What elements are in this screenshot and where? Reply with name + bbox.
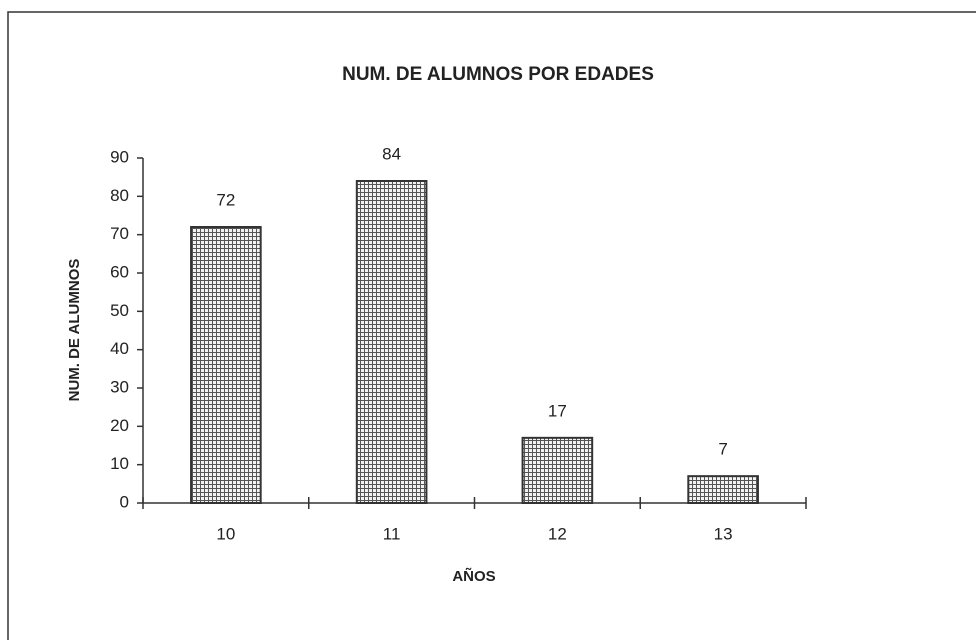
bar <box>687 475 759 504</box>
y-tick-label: 40 <box>110 339 129 358</box>
bar <box>190 226 262 504</box>
data-label: 7 <box>718 440 727 459</box>
x-axis-label: AÑOS <box>452 567 495 585</box>
x-tick-label: 11 <box>383 524 401 543</box>
data-label: 84 <box>382 144 401 163</box>
x-tick-label: 10 <box>216 524 235 543</box>
y-tick-label: 90 <box>110 147 129 166</box>
x-tick-label: 13 <box>714 524 733 543</box>
y-axis-label: NUM. DE ALUMNOS <box>66 259 83 402</box>
bar <box>355 180 428 504</box>
data-label: 17 <box>548 401 567 420</box>
bar <box>521 436 594 505</box>
y-tick-label: 20 <box>110 416 129 435</box>
y-tick-label: 50 <box>110 301 129 320</box>
frame <box>7 11 976 640</box>
y-tick-label: 60 <box>110 262 129 281</box>
y-tick-label: 0 <box>120 492 129 511</box>
y-tick-label: 80 <box>110 186 129 205</box>
y-tick-label: 30 <box>110 377 129 396</box>
y-tick-label: 10 <box>110 454 129 473</box>
data-label: 72 <box>216 190 235 209</box>
chart-title: NUM. DE ALUMNOS POR EDADES <box>342 64 654 85</box>
x-tick-label: 12 <box>548 524 567 543</box>
y-tick-label: 70 <box>110 224 129 243</box>
